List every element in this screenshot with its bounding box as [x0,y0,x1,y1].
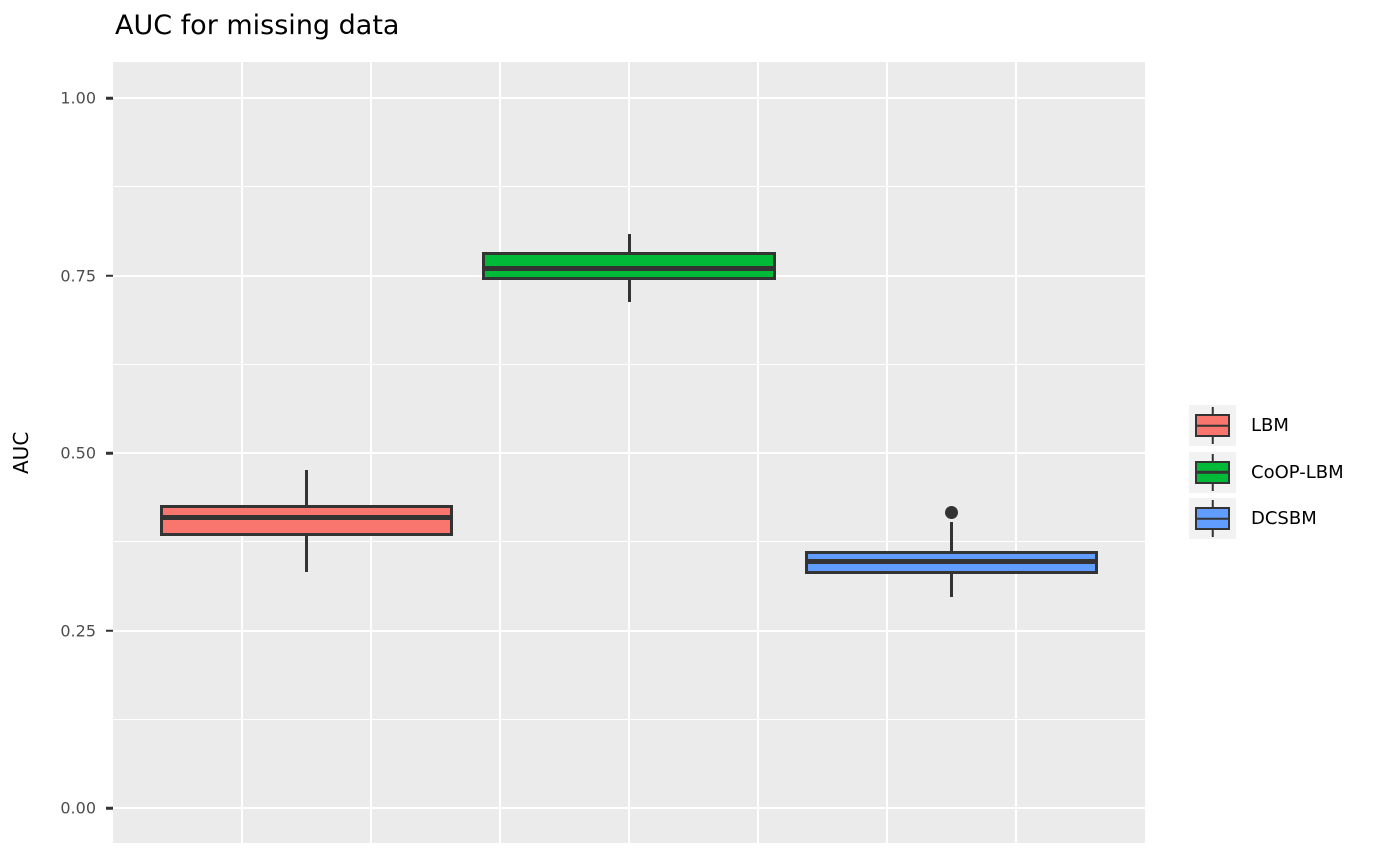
gridline-vertical [757,62,759,843]
boxplot-median-lbm [162,514,451,520]
legend-median-line [1197,470,1228,474]
y-tick-label: 0.25 [60,621,96,641]
legend: LBM CoOP-LBM DCSBM [1189,405,1344,545]
y-tick-mark [106,451,113,455]
legend-box-glyph [1195,414,1230,437]
legend-median-line [1197,424,1228,427]
legend-label: CoOP-LBM [1251,461,1344,483]
y-axis: 1.00 0.75 0.50 0.25 0.00 [0,62,113,843]
gridline-vertical [886,62,888,843]
y-tick-label: 1.00 [60,88,96,108]
gridline-vertical [499,62,501,843]
legend-key-boxplot-icon [1189,451,1236,493]
gridline-vertical [370,62,372,843]
legend-label: DCSBM [1251,508,1317,529]
y-tick-mark [106,274,113,277]
y-tick-label: 0.00 [60,798,96,818]
legend-key-boxplot-icon [1189,405,1236,446]
boxplot-box-dcsbm [804,551,1099,574]
y-tick-mark [106,629,113,632]
legend-entry-coop-lbm: CoOP-LBM [1189,451,1344,493]
outlier-point-dcsbm [945,505,958,519]
y-tick-mark [106,806,113,810]
gridline-vertical [628,62,630,843]
legend-key-boxplot-icon [1189,498,1236,539]
y-tick-label: 0.50 [60,443,96,463]
y-tick-label: 0.75 [60,266,96,286]
boxplot-median-dcsbm [807,558,1096,564]
gridline-vertical [1015,62,1017,843]
boxplot-box-lbm [159,505,454,537]
legend-entry-lbm: LBM [1189,405,1344,446]
gridline-vertical [241,62,243,843]
legend-box-glyph [1195,507,1230,530]
boxplot-median-coop-lbm [485,266,773,272]
legend-median-line [1197,517,1228,520]
legend-box-glyph [1195,460,1230,484]
boxplot-box-coop-lbm [482,251,776,280]
y-tick-mark [106,96,113,100]
legend-label: LBM [1251,415,1289,436]
plot-panel [113,62,1145,843]
legend-entry-dcsbm: DCSBM [1189,498,1344,539]
chart-title: AUC for missing data [115,10,400,41]
